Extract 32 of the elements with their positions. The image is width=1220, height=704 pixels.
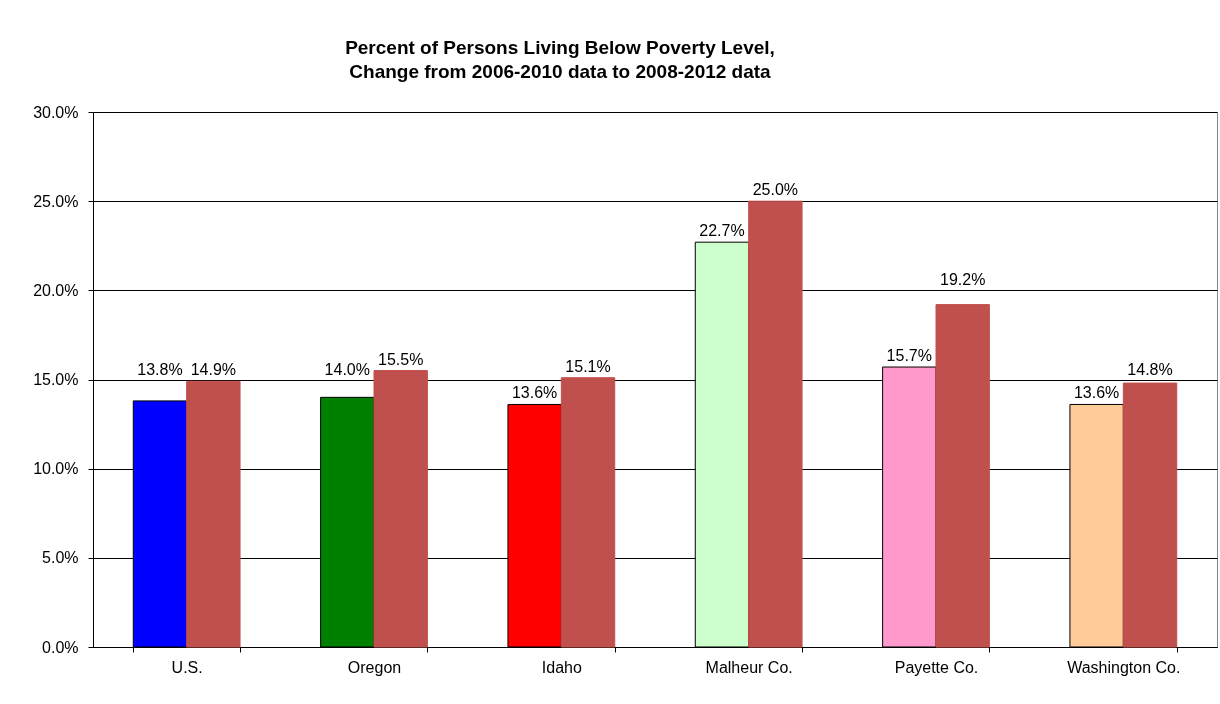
bar: [935, 304, 990, 648]
x-tick-label: Idaho: [541, 658, 582, 676]
y-tick-label: 30.0%: [33, 103, 79, 121]
data-label: 13.6%: [1073, 384, 1120, 402]
data-label: 13.6%: [511, 384, 558, 402]
y-tick-label: 25.0%: [33, 192, 79, 210]
y-tick-label: 10.0%: [33, 460, 79, 478]
data-label: 22.7%: [699, 222, 745, 240]
y-tick-label: 20.0%: [33, 281, 79, 299]
y-tick-label: 15.0%: [33, 371, 79, 388]
bar: [373, 370, 428, 648]
data-label: 15.5%: [378, 350, 424, 368]
x-tick-label: U.S.: [171, 658, 203, 676]
y-tick-label: 0.0%: [42, 638, 79, 656]
bar: [560, 377, 616, 648]
data-label: 14.8%: [1127, 360, 1173, 378]
data-label: 15.7%: [886, 347, 932, 365]
x-tick-label: Payette Co.: [894, 658, 979, 676]
x-tick-label: Oregon: [347, 658, 402, 676]
x-tick-label: Washington Co.: [1067, 658, 1181, 676]
bar: [1122, 382, 1178, 648]
bar: [186, 380, 241, 648]
bar: [748, 200, 803, 648]
data-label: 13.8%: [137, 360, 183, 378]
data-label: 14.9%: [190, 360, 237, 378]
x-tick-label: Malheur Co.: [705, 658, 793, 676]
data-label: 15.1%: [565, 357, 611, 375]
data-label: 19.2%: [940, 271, 986, 289]
data-label: 25.0%: [752, 181, 799, 199]
chart-title: Percent of Persons Living Below Poverty Level, Change from 2006-2010 data to 2008-2012 data: [345, 37, 775, 82]
data-label: 14.0%: [324, 360, 370, 378]
y-tick-label: 5.0%: [42, 549, 79, 567]
